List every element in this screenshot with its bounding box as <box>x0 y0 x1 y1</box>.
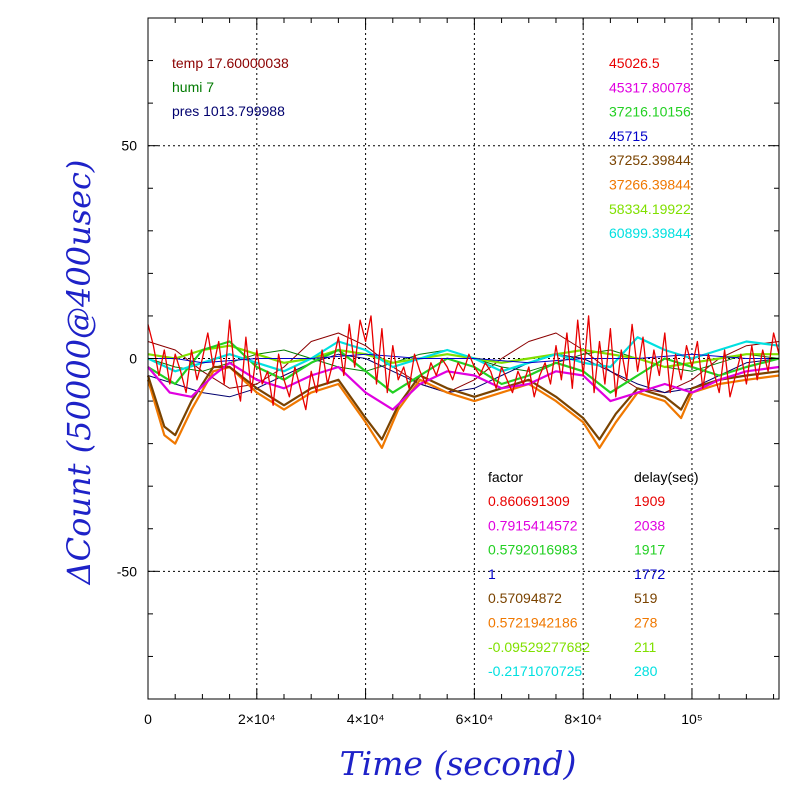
env-legend-item-0: temp 17.60000038 <box>172 55 289 71</box>
series-line-8 <box>147 361 780 411</box>
x-tick-label-5: 10⁵ <box>681 711 702 727</box>
series-group <box>146 315 780 449</box>
delay-value-5: 278 <box>634 615 658 631</box>
station-legend: 45026.5 45317.80078 37216.10156 45715 37252.… <box>609 55 691 241</box>
factor-value-3: 1 <box>488 566 496 582</box>
factor-value-1: 0.7915414572 <box>488 517 578 533</box>
factor-value-0: 0.860691309 <box>488 493 570 509</box>
delay-header: delay(sec) <box>634 469 699 485</box>
station-legend-item-1: 45317.80078 <box>609 79 691 95</box>
delay-value-4: 519 <box>634 590 658 606</box>
x-axis-title: Time (second) <box>340 744 577 783</box>
y-axis-title: ΔCount (50000@400usec) <box>60 160 98 587</box>
x-tick-label-4: 8×10⁴ <box>564 711 602 727</box>
station-legend-item-7: 60899.39844 <box>609 225 691 241</box>
x-tick-label-3: 6×10⁴ <box>456 711 494 727</box>
station-legend-item-3: 45715 <box>609 128 648 144</box>
x-tick-label-0: 0 <box>144 711 152 727</box>
x-tick-label-2: 4×10⁴ <box>347 711 385 727</box>
factor-value-2: 0.5792016983 <box>488 542 578 558</box>
axis-ticks: 0 2×10⁴ 4×10⁴ 6×10⁴ 8×10⁴ 10⁵ 50 0 -50 <box>117 17 779 727</box>
factor-value-6: -0.09529277682 <box>488 639 590 655</box>
series-line-9 <box>148 353 779 364</box>
delay-value-3: 1772 <box>634 566 665 582</box>
station-legend-item-6: 58334.19922 <box>609 201 691 217</box>
env-legend-item-2: pres 1013.799988 <box>172 103 285 119</box>
station-legend-item-0: 45026.5 <box>609 55 660 71</box>
factor-value-5: 0.5721942186 <box>488 615 578 631</box>
station-legend-item-2: 37216.10156 <box>609 104 691 120</box>
delay-value-1: 2038 <box>634 517 665 533</box>
y-tick-label-0: 50 <box>121 138 137 154</box>
env-legend: temp 17.60000038 humi 7 pres 1013.799988 <box>172 55 289 119</box>
series-line-7 <box>147 336 780 373</box>
series-line-6 <box>147 340 780 394</box>
series-line-3 <box>146 365 780 449</box>
delay-value-6: 211 <box>634 639 657 655</box>
factor-header: factor <box>488 469 523 485</box>
x-tick-label-1: 2×10⁴ <box>238 711 276 727</box>
delay-value-2: 1917 <box>634 542 665 558</box>
delay-value-0: 1909 <box>634 493 665 509</box>
station-legend-item-5: 37266.39844 <box>609 177 691 193</box>
y-tick-label-1: 0 <box>129 351 137 367</box>
factor-table: factor delay(sec) 0.860691309 1909 0.79154… <box>488 469 699 679</box>
series-line-5 <box>147 344 779 369</box>
env-legend-item-1: humi 7 <box>172 79 214 95</box>
station-legend-item-4: 37252.39844 <box>609 152 691 168</box>
factor-value-4: 0.57094872 <box>488 590 562 606</box>
series-line-10 <box>147 315 780 411</box>
delay-value-7: 280 <box>634 663 658 679</box>
factor-value-7: -0.2171070725 <box>488 663 582 679</box>
y-tick-label-2: -50 <box>117 563 137 579</box>
